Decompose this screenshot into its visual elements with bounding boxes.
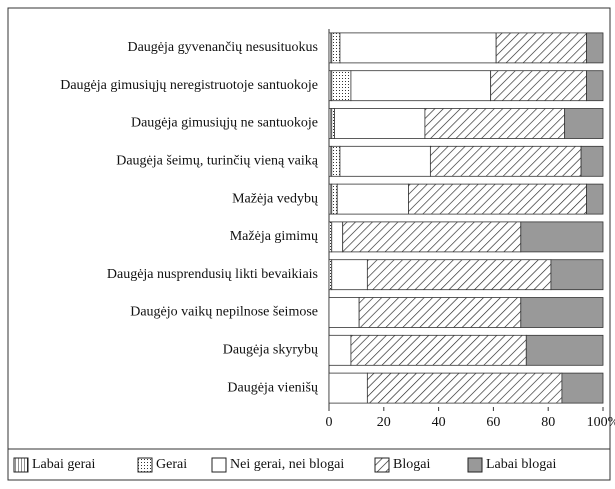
- bar-segment: [564, 108, 604, 139]
- bar-segment: [408, 183, 587, 215]
- bar-segment: [334, 108, 426, 139]
- bar-segment: [580, 145, 604, 177]
- bar-segment: [550, 259, 604, 291]
- legend-label: Labai blogai: [486, 457, 556, 472]
- legend-swatch: [467, 457, 483, 473]
- bar-segment: [358, 297, 522, 328]
- bar-segment: [520, 221, 604, 253]
- category-label: Daugėja skyrybų: [223, 343, 318, 358]
- legend-label: Labai gerai: [32, 457, 95, 472]
- category-label: Daugėja nusprendusių likti bevaikiais: [107, 267, 318, 282]
- bar-segment: [424, 108, 566, 139]
- bar-segment: [331, 32, 341, 64]
- bar-segment: [328, 221, 333, 253]
- bar-segment: [495, 32, 587, 64]
- bar-segment: [328, 145, 333, 177]
- category-label: Daugėja gyvenančių nesusituokus: [127, 40, 318, 55]
- bar-segment: [429, 145, 582, 177]
- bar-segment: [328, 259, 333, 291]
- category-label: Mažėja vedybų: [232, 191, 318, 206]
- bar-segment: [339, 145, 431, 177]
- bar-segment: [339, 32, 497, 64]
- x-tick-label: 60: [486, 415, 500, 430]
- x-tick-label: 80: [541, 415, 555, 430]
- bar-segment: [350, 70, 492, 102]
- bar-segment: [586, 183, 604, 215]
- legend-label: Nei gerai, nei blogai: [230, 457, 344, 472]
- category-label: Daugėja vienišų: [227, 380, 318, 395]
- x-tick-label: 20: [377, 415, 391, 430]
- bar-segment: [328, 334, 352, 366]
- x-tick-label: 0: [326, 415, 333, 430]
- bar-segment: [336, 183, 409, 215]
- bar-segment: [331, 221, 344, 253]
- category-label: Daugėja gimusiųjų ne santuokoje: [131, 116, 318, 131]
- bar-segment: [331, 259, 368, 291]
- legend-swatch: [211, 457, 227, 473]
- category-label: Daugėja gimusiųjų neregistruotoje santuo…: [60, 78, 318, 93]
- category-label: Mažėja gimimų: [230, 229, 318, 244]
- bar-segment: [366, 372, 563, 404]
- bar-segment: [328, 297, 360, 328]
- bar-segment: [342, 221, 522, 253]
- bar-segment: [328, 183, 333, 215]
- x-tick-label: 40: [432, 415, 446, 430]
- bar-segment: [331, 183, 338, 215]
- legend-label: Gerai: [156, 457, 187, 472]
- frame: [7, 7, 611, 481]
- legend-swatch: [13, 457, 29, 473]
- bar-segment: [586, 70, 604, 102]
- x-tick-label: 100%: [587, 415, 615, 430]
- category-label: Daugėjo vaikų nepilnose šeimose: [130, 305, 318, 320]
- category-label: Daugėja šeimų, turinčių vieną vaiką: [116, 154, 319, 169]
- bar-segment: [366, 259, 552, 291]
- bar-segment: [331, 145, 341, 177]
- bar-segment: [328, 32, 333, 64]
- bar-segment: [490, 70, 587, 102]
- bar-segment: [328, 108, 333, 139]
- bar-segment: [350, 334, 527, 366]
- bar-segment: [586, 32, 604, 64]
- bar-segment: [561, 372, 604, 404]
- bar-segment: [525, 334, 604, 366]
- bar-segment: [331, 108, 335, 139]
- bar-segment: [520, 297, 604, 328]
- bar-segment: [331, 70, 352, 102]
- legend-swatch: [137, 457, 153, 473]
- bar-segment: [328, 70, 333, 102]
- legend-label: Blogai: [393, 457, 430, 472]
- legend-swatch: [374, 457, 390, 473]
- bar-segment: [328, 372, 368, 404]
